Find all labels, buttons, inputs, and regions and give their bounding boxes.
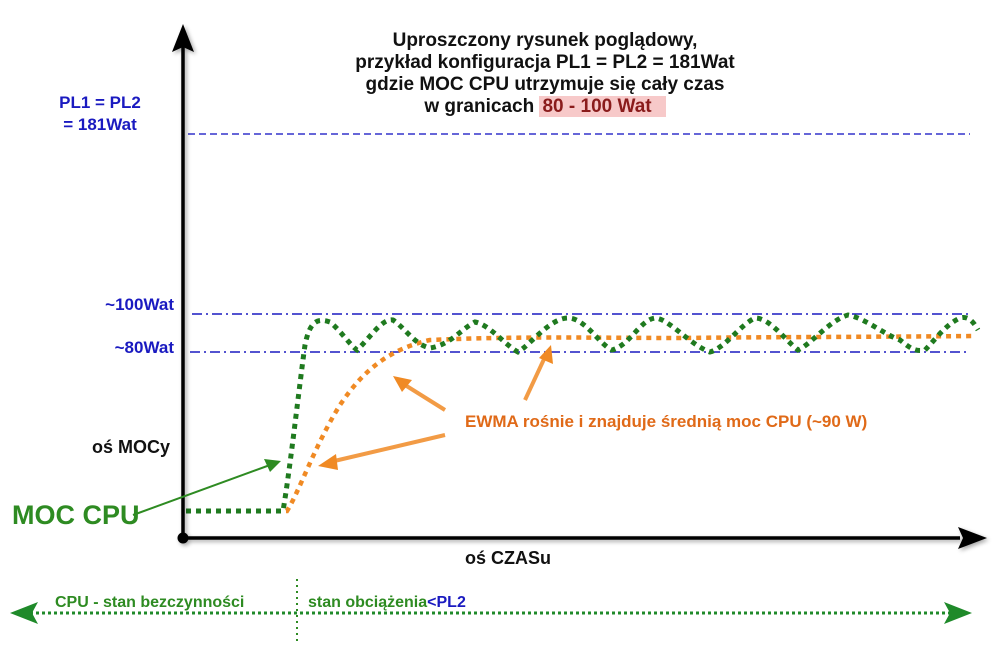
- power-range-highlight: 80 - 100 Wat: [539, 96, 666, 117]
- ewma-pointer-arrows: [318, 345, 553, 470]
- 100w-label: ~100Wat: [105, 295, 174, 314]
- idle-state-label: CPU - stan bezczynności: [55, 594, 245, 611]
- load-state-label: stan obciążenia<PL2: [308, 594, 466, 611]
- y-axis-arrowhead-icon: [172, 24, 194, 52]
- pl2-suffix: <PL2: [427, 594, 466, 611]
- axes: [172, 24, 987, 549]
- moc-cpu-arrowhead-icon: [264, 459, 281, 472]
- 80w-label: ~80Wat: [114, 338, 174, 357]
- pl-limit-label: PL1 = PL2 = 181Wat: [59, 93, 141, 134]
- title-line-4: w granicach 80 - 100 Wat: [300, 96, 790, 118]
- title-line-2: przykład konfiguracja PL1 = PL2 = 181Wat: [355, 52, 735, 73]
- title-line-1: Uproszczony rysunek poglądowy,: [392, 30, 698, 51]
- origin-dot-icon: [177, 532, 189, 544]
- x-axis-label: oś CZASu: [465, 548, 552, 568]
- y-axis-label: oś MOCy: [91, 437, 170, 457]
- x-axis-arrowhead-icon: [958, 527, 987, 549]
- title-line-3: gdzie MOC CPU utrzymuje się cały czas: [365, 74, 725, 95]
- state-arrow-left-icon: [10, 602, 38, 624]
- ewma-annotation: EWMA rośnie i znajduje średnią moc CPU (…: [465, 412, 868, 431]
- moc-cpu-pointer-arrow: [132, 464, 271, 516]
- moc-cpu-label: MOC CPU: [12, 500, 140, 530]
- diagram-title: Uproszczony rysunek poglądowy, przykład …: [300, 30, 790, 118]
- ewma-line: [186, 333, 976, 514]
- state-arrow-right-icon: [944, 602, 972, 624]
